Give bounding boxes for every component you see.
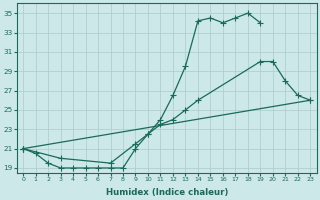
- X-axis label: Humidex (Indice chaleur): Humidex (Indice chaleur): [106, 188, 228, 197]
